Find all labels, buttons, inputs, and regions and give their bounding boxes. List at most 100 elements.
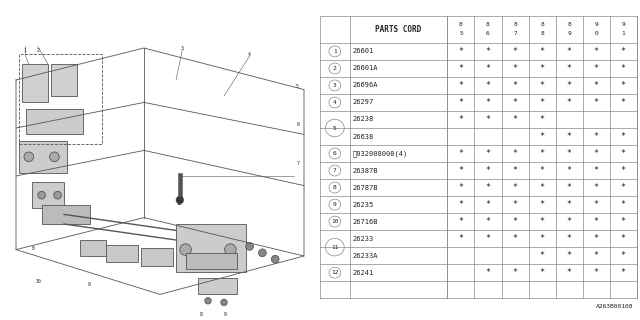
Text: 12: 12 <box>177 201 182 206</box>
Circle shape <box>221 299 227 306</box>
Text: *: * <box>513 149 518 158</box>
Text: *: * <box>540 115 545 124</box>
Text: *: * <box>513 217 518 226</box>
Text: *: * <box>486 217 490 226</box>
Circle shape <box>259 249 266 257</box>
Text: Ⓦ032008000(4): Ⓦ032008000(4) <box>353 150 408 157</box>
Text: *: * <box>540 200 545 209</box>
Text: *: * <box>540 81 545 90</box>
Text: 9: 9 <box>224 312 227 317</box>
Text: *: * <box>458 234 463 243</box>
Text: 5: 5 <box>459 31 463 36</box>
Text: 0: 0 <box>595 31 598 36</box>
Bar <box>178 173 182 198</box>
Bar <box>198 278 237 294</box>
Text: 10: 10 <box>36 279 41 284</box>
Text: A263B00108: A263B00108 <box>596 304 634 309</box>
Text: *: * <box>594 81 598 90</box>
Text: *: * <box>594 132 598 141</box>
Text: *: * <box>566 98 572 107</box>
Text: *: * <box>486 166 490 175</box>
Text: 6: 6 <box>296 122 299 127</box>
Text: *: * <box>513 64 518 73</box>
Text: *: * <box>513 183 518 192</box>
Text: 8: 8 <box>459 22 463 27</box>
Text: *: * <box>594 234 598 243</box>
Text: *: * <box>513 200 518 209</box>
Text: *: * <box>621 81 626 90</box>
Bar <box>176 224 246 272</box>
Text: *: * <box>566 132 572 141</box>
Text: PARTS CORD: PARTS CORD <box>375 25 422 34</box>
Text: 8: 8 <box>567 22 571 27</box>
Text: 8: 8 <box>540 31 544 36</box>
Text: *: * <box>594 268 598 277</box>
Text: *: * <box>513 166 518 175</box>
Text: 9: 9 <box>595 22 598 27</box>
Text: *: * <box>458 47 463 56</box>
Text: *: * <box>486 64 490 73</box>
Text: *: * <box>540 234 545 243</box>
Text: 8: 8 <box>333 185 337 190</box>
Text: *: * <box>566 166 572 175</box>
Text: *: * <box>594 217 598 226</box>
Text: 3: 3 <box>181 45 184 51</box>
Text: *: * <box>513 98 518 107</box>
Text: 26297: 26297 <box>353 100 374 106</box>
Text: 1: 1 <box>24 48 26 53</box>
Text: *: * <box>540 64 545 73</box>
Text: 1: 1 <box>333 49 337 54</box>
Text: 26233A: 26233A <box>353 253 378 259</box>
Circle shape <box>180 244 191 255</box>
Bar <box>22 64 48 102</box>
Text: *: * <box>486 268 490 277</box>
Text: *: * <box>540 47 545 56</box>
Circle shape <box>176 196 184 204</box>
Text: 1: 1 <box>621 31 625 36</box>
Text: *: * <box>594 166 598 175</box>
Text: 26233: 26233 <box>353 236 374 242</box>
Text: *: * <box>513 81 518 90</box>
Text: *: * <box>621 200 626 209</box>
Text: *: * <box>540 149 545 158</box>
Text: 3: 3 <box>333 83 337 88</box>
Bar <box>32 182 64 208</box>
Text: *: * <box>486 98 490 107</box>
Circle shape <box>246 243 253 250</box>
Text: 26387B: 26387B <box>353 168 378 173</box>
Text: *: * <box>513 268 518 277</box>
Text: 2: 2 <box>36 48 39 53</box>
Text: *: * <box>566 149 572 158</box>
Text: *: * <box>594 251 598 260</box>
Text: 7: 7 <box>296 161 299 166</box>
Text: *: * <box>621 149 626 158</box>
Text: 11: 11 <box>331 245 339 250</box>
Text: 26787B: 26787B <box>353 185 378 191</box>
Text: 5: 5 <box>333 125 337 131</box>
Text: 9: 9 <box>333 202 337 207</box>
Text: 26696A: 26696A <box>353 83 378 88</box>
Text: *: * <box>594 149 598 158</box>
Text: *: * <box>566 47 572 56</box>
Text: 6: 6 <box>333 151 337 156</box>
Text: *: * <box>513 47 518 56</box>
Text: 4: 4 <box>333 100 337 105</box>
Text: 8: 8 <box>32 245 35 251</box>
Text: *: * <box>621 64 626 73</box>
Text: *: * <box>540 98 545 107</box>
Text: *: * <box>486 115 490 124</box>
Text: *: * <box>621 132 626 141</box>
Text: *: * <box>458 166 463 175</box>
Text: *: * <box>486 47 490 56</box>
Circle shape <box>24 152 34 162</box>
Text: 26238: 26238 <box>353 116 374 123</box>
Text: *: * <box>540 217 545 226</box>
Text: *: * <box>486 183 490 192</box>
Text: *: * <box>566 217 572 226</box>
Text: 26241: 26241 <box>353 270 374 276</box>
Text: *: * <box>621 268 626 277</box>
Text: *: * <box>486 149 490 158</box>
Text: 7: 7 <box>333 168 337 173</box>
Text: *: * <box>566 268 572 277</box>
Text: *: * <box>540 132 545 141</box>
